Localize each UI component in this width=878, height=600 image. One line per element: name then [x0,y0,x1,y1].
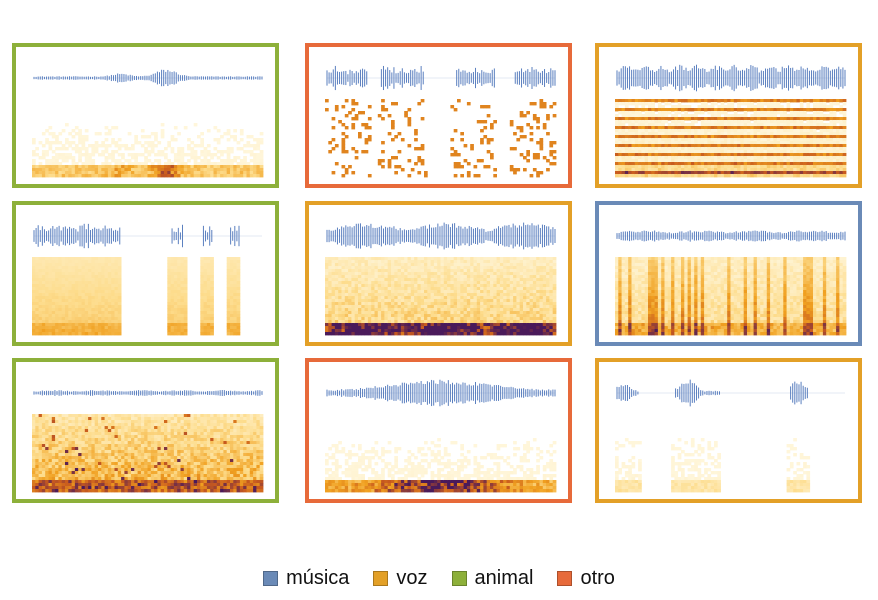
legend-swatch-voz [373,570,389,586]
waveform [326,379,556,407]
spectrogram [615,99,847,178]
waveform [33,69,263,87]
legend-swatch-otro [557,570,573,586]
legend-item-animal: animal [451,567,534,589]
waveform [326,222,556,250]
sound-tile-2[interactable] [305,43,572,188]
legend-label-otro: otro [580,567,615,589]
sound-tile-5[interactable] [305,201,572,346]
sound-tile-8[interactable] [305,358,572,503]
sound-tile-1-graphic [32,69,264,178]
legend-item-musica: música [263,568,349,588]
sound-tile-4-graphic [32,223,262,336]
sound-tile-5-graphic [325,222,557,336]
category-legend: música voz animal otro [0,562,878,594]
sound-tile-9[interactable] [595,358,862,503]
sound-tile-6[interactable] [595,201,862,346]
spectrogram [325,257,557,336]
legend-label-animal: animal [474,567,534,589]
waveform [616,64,846,92]
sound-tile-6-graphic [615,230,847,336]
legend-swatch-musica [263,570,279,586]
spectrogram [32,414,264,493]
waveform [616,230,846,242]
spectrogram [325,438,557,493]
sound-tile-2-graphic [325,65,557,178]
sound-tile-8-graphic [325,379,557,493]
spectrogram [32,257,241,336]
legend-item-otro: otro [557,567,615,589]
spectrogram [615,438,811,493]
spectrogram [325,99,557,178]
legend-item-voz: voz [373,567,428,589]
waveform [33,223,240,249]
sound-tile-4[interactable] [12,201,279,346]
waveform [616,379,808,407]
sound-tile-7-graphic [32,390,264,493]
sound-tile-3-graphic [615,64,847,178]
sound-tile-7[interactable] [12,358,279,503]
legend-label-voz: voz [396,567,428,589]
sound-tile-grid [12,43,862,503]
sound-tile-3[interactable] [595,43,862,188]
waveform [33,390,263,396]
legend-label-musica: música [286,567,350,589]
spectrogram [32,123,264,178]
legend-swatch-animal [451,570,467,586]
sound-tile-9-graphic [615,379,845,493]
spectrogram [615,257,847,336]
waveform [326,65,556,91]
sound-tile-1[interactable] [12,43,279,188]
